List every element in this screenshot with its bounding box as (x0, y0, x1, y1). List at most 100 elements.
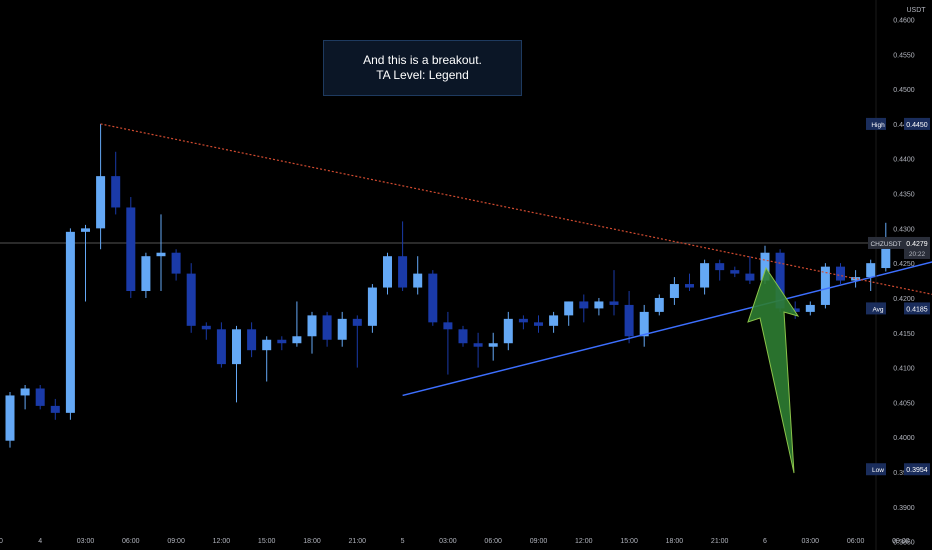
y-axis[interactable]: USDT 0.4600 0.4550 0.4500 0.4450 0.4400 0.435… (875, 0, 926, 550)
candle-body (292, 336, 302, 344)
candle-body (337, 318, 347, 340)
candle-body (65, 231, 75, 413)
low-tag-label: Low (872, 467, 884, 474)
candle-body (488, 343, 498, 347)
candle-body (398, 256, 408, 288)
candle-body (503, 318, 513, 344)
x-tick-label: 09:00 (530, 538, 548, 545)
y-tick-label: 0.4150 (893, 331, 915, 338)
arrow-group[interactable] (747, 266, 800, 474)
high-tag-label: High (871, 122, 885, 129)
candle-body (20, 388, 30, 396)
y-tick-label: 0.3850 (893, 540, 915, 547)
y-tick-label: 0.4050 (893, 400, 915, 407)
x-tick-label: 5 (401, 538, 405, 545)
wick-group (9, 123, 887, 448)
current-value-label: 0.4279 (906, 241, 928, 248)
candle-body (307, 315, 317, 337)
candle-body (443, 322, 453, 330)
x-tick-label: 12:00 (575, 538, 593, 545)
candle-body (216, 329, 226, 365)
annotation-box[interactable]: And this is a breakout. TA Level: Legend (323, 40, 522, 96)
low-value-bg (904, 463, 930, 476)
current-value-bg (904, 236, 930, 259)
candle-body (81, 228, 90, 232)
candle-body (473, 343, 483, 347)
high-tag-bg (866, 117, 886, 130)
y-tick-label: 0.4350 (893, 192, 915, 199)
candle-body (262, 339, 272, 351)
resistance-trendline[interactable] (100, 123, 932, 305)
x-tick-label: 09:00 (167, 538, 185, 545)
candle-body (579, 301, 589, 309)
y-tick-label: 0.4600 (893, 17, 915, 24)
x-tick-label: 03:00 (439, 538, 457, 545)
current-countdown-label: 20:22 (909, 251, 926, 258)
x-tick-label: 21:00 (711, 538, 729, 545)
candle-body (534, 322, 543, 326)
candle-body (141, 256, 151, 292)
candle-body (609, 301, 619, 305)
y-tick-label: 0.4250 (893, 261, 915, 268)
candle-body (624, 304, 634, 337)
x-axis[interactable]: 0 4 03:00 06:00 09:00 12:00 15:00 18:00 21:00 5 03… (0, 538, 932, 545)
x-tick-label: 06:00 (484, 538, 502, 545)
candle-body-group (5, 176, 891, 441)
x-tick-label: 06:00 (122, 538, 140, 545)
candle-body (201, 325, 211, 330)
x-tick-label: 6 (763, 538, 767, 545)
y-tick-label: 0.4000 (893, 435, 915, 442)
x-tick-label: 03:00 (77, 538, 95, 545)
candle-body (5, 395, 15, 441)
y-tick-label: 0.4300 (893, 226, 915, 233)
annotation-line-2: TA Level: Legend (376, 68, 469, 82)
candle-body (881, 242, 891, 269)
candle-body (247, 329, 257, 351)
low-value-label: 0.3954 (906, 467, 928, 474)
avg-tag-bg (866, 302, 886, 315)
candle-body (428, 273, 438, 323)
candle-body (775, 252, 785, 309)
y-tick-label: 0.4200 (893, 296, 915, 303)
candle-body (730, 270, 740, 274)
x-tick-label: 18:00 (666, 538, 684, 545)
candle-body (594, 301, 604, 309)
candle-body (654, 297, 664, 312)
candle-body (700, 263, 710, 288)
y-tick-label: 0.4550 (893, 52, 915, 59)
candle-body (715, 263, 725, 271)
support-trendline[interactable] (402, 253, 932, 397)
candle-body (458, 329, 468, 344)
price-tags: High 0.4450 Avg 0.4185 Low 0.3954 CHZUSDT 0.427… (866, 117, 930, 476)
candle-body (96, 176, 106, 229)
avg-value-bg (904, 302, 930, 315)
candle-body (760, 252, 770, 281)
x-tick-label: 0 (0, 538, 3, 545)
candle-body (413, 273, 423, 288)
avg-value-label: 0.4185 (906, 306, 928, 313)
candle-body (322, 315, 332, 340)
candle-body (383, 256, 392, 288)
candle-body (156, 252, 166, 257)
green-arrow-icon[interactable] (747, 266, 800, 474)
candle-body (836, 266, 845, 281)
candle-body (171, 252, 181, 274)
trendline-group[interactable] (100, 123, 932, 397)
high-value-label: 0.4450 (906, 122, 928, 129)
candle-body (518, 318, 528, 323)
candle-body (805, 304, 815, 312)
candle-body (639, 311, 649, 337)
annotation-line-1: And this is a breakout. (363, 53, 482, 67)
candle-body (745, 273, 755, 281)
x-tick-label: 21:00 (349, 538, 367, 545)
candle-body (790, 308, 800, 312)
y-tick-label: 0.3900 (893, 505, 915, 512)
avg-tag-label: Avg (872, 306, 883, 313)
high-value-bg (904, 117, 930, 130)
candle-body (35, 388, 45, 406)
candle-body (564, 301, 574, 316)
candle-body (232, 329, 241, 365)
candle-body (685, 284, 694, 288)
candle-body (866, 263, 876, 278)
